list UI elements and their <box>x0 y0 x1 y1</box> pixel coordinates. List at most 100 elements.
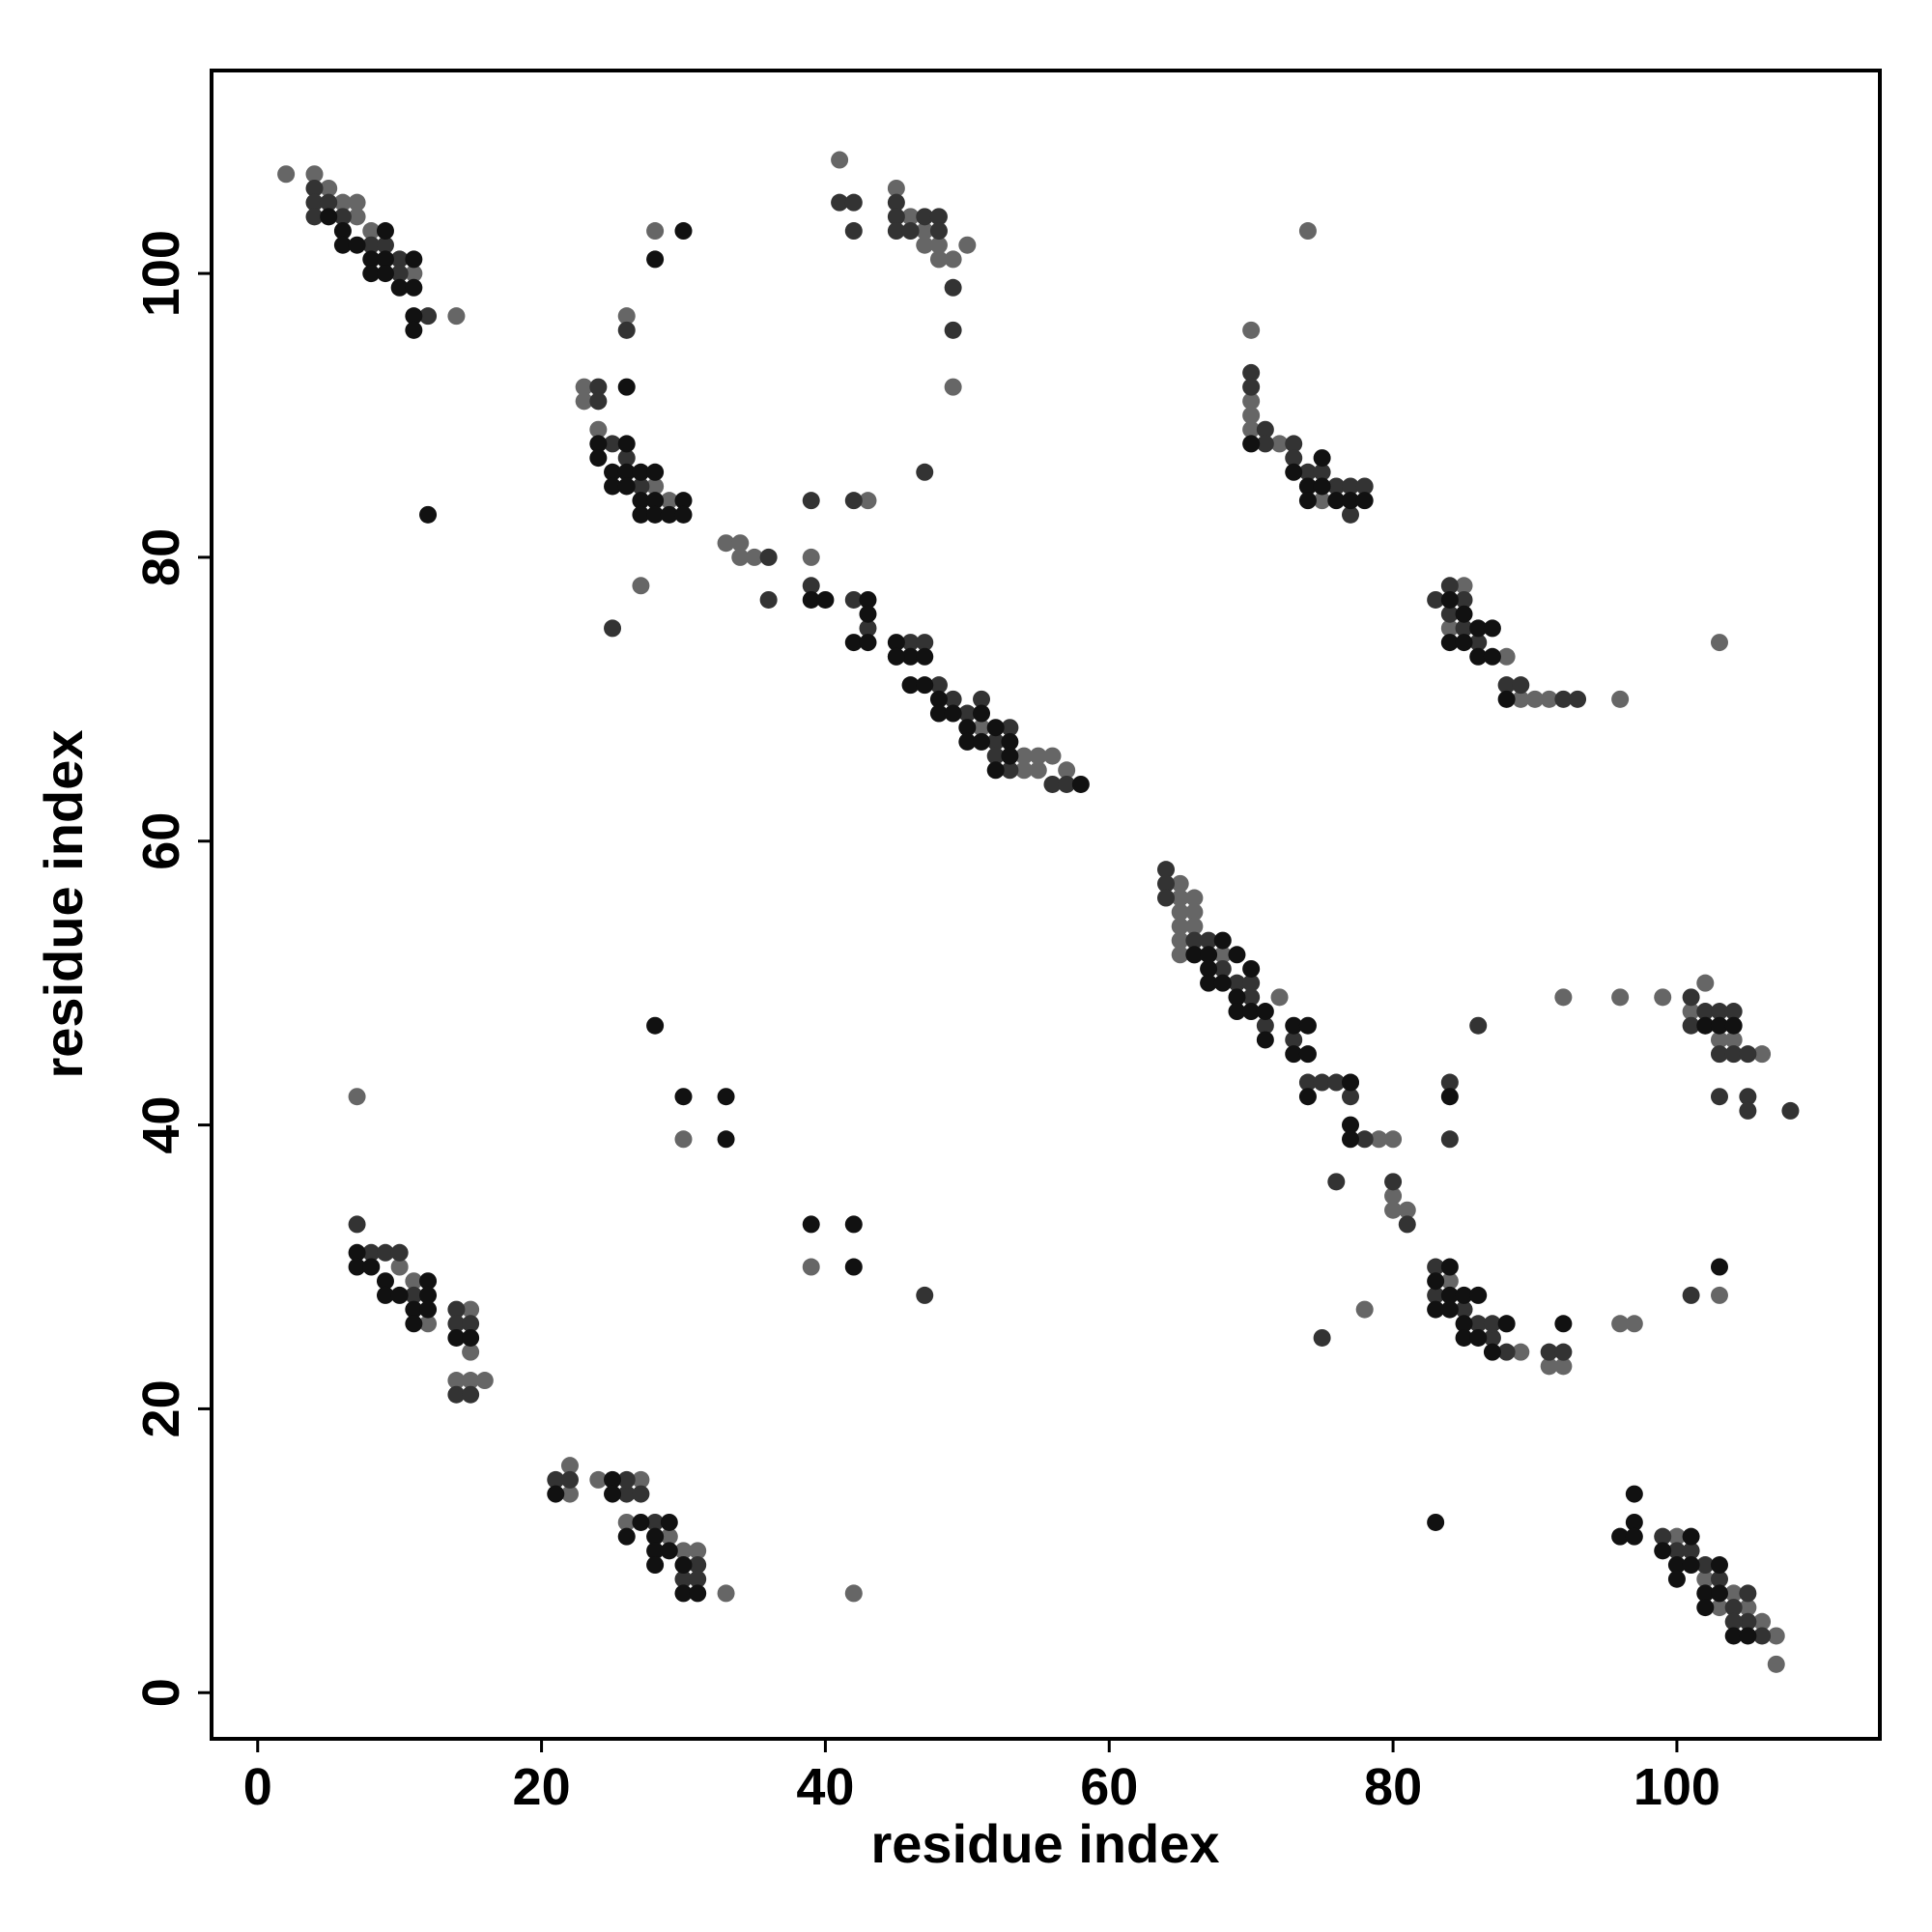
point <box>305 165 324 184</box>
point <box>1342 492 1360 510</box>
point <box>1313 1328 1331 1347</box>
point <box>1512 1343 1530 1361</box>
point <box>305 208 324 226</box>
point <box>632 1485 650 1503</box>
y-axis-label: residue index <box>33 729 94 1078</box>
point <box>901 676 920 695</box>
point <box>1242 959 1261 978</box>
point <box>376 250 394 269</box>
point <box>348 1088 366 1106</box>
point <box>1242 988 1261 1007</box>
point <box>844 1215 863 1234</box>
point <box>1242 1003 1261 1021</box>
point <box>1342 477 1360 496</box>
point <box>1682 1016 1700 1035</box>
point <box>1298 477 1317 496</box>
point <box>419 307 438 326</box>
point <box>1228 946 1246 964</box>
point <box>560 1457 579 1475</box>
x-tick-label: 100 <box>1634 1758 1720 1816</box>
point <box>1285 449 1303 468</box>
point <box>973 704 991 723</box>
point <box>916 676 934 695</box>
point <box>689 1584 707 1603</box>
point <box>844 222 863 241</box>
point <box>405 1286 423 1304</box>
point <box>660 1513 678 1531</box>
point <box>1440 634 1459 652</box>
point <box>1739 1088 1757 1106</box>
point <box>802 1258 820 1276</box>
point <box>1696 1584 1715 1603</box>
point <box>1753 1612 1772 1631</box>
point <box>1710 634 1728 652</box>
y-tick-label: 100 <box>132 230 190 317</box>
point <box>802 590 820 609</box>
point <box>1001 732 1019 751</box>
point <box>1440 577 1459 595</box>
point <box>986 761 1005 780</box>
point <box>1071 775 1090 793</box>
point <box>1440 1258 1459 1276</box>
point <box>1512 690 1530 708</box>
point <box>1342 1088 1360 1106</box>
point <box>1313 463 1331 481</box>
point <box>1313 449 1331 468</box>
point <box>1739 1627 1757 1645</box>
point <box>1654 988 1672 1007</box>
point <box>1171 931 1189 950</box>
point <box>617 1527 636 1546</box>
point <box>1710 1570 1728 1588</box>
point <box>1625 1513 1643 1531</box>
point <box>1029 747 1047 765</box>
point <box>944 690 962 708</box>
point <box>916 208 934 226</box>
point <box>929 208 948 226</box>
point <box>859 605 877 623</box>
point <box>1015 747 1034 765</box>
point <box>973 719 991 737</box>
point <box>831 151 849 169</box>
point <box>674 1556 693 1575</box>
point <box>1029 761 1047 780</box>
point <box>1313 1073 1331 1092</box>
point <box>745 548 763 566</box>
point <box>929 690 948 708</box>
point <box>447 1315 466 1333</box>
point <box>1185 931 1204 950</box>
point <box>1682 1556 1700 1575</box>
point <box>731 548 750 566</box>
point <box>1355 1300 1374 1319</box>
point <box>958 732 977 751</box>
point <box>929 676 948 695</box>
point <box>689 1542 707 1560</box>
point <box>1682 1542 1700 1560</box>
point <box>617 1513 636 1531</box>
point <box>1554 988 1573 1007</box>
point <box>646 250 665 269</box>
point <box>1157 889 1176 907</box>
point <box>362 265 381 283</box>
point <box>1554 1357 1573 1376</box>
point <box>717 1088 735 1106</box>
point <box>1185 903 1204 922</box>
point <box>674 505 693 524</box>
point <box>859 492 877 510</box>
point <box>1157 874 1176 893</box>
point <box>1370 1130 1388 1149</box>
point <box>944 278 962 297</box>
point <box>717 534 735 553</box>
point <box>1654 1527 1672 1546</box>
point <box>390 265 409 283</box>
point <box>1228 974 1246 992</box>
point <box>405 250 423 269</box>
point <box>362 1258 381 1276</box>
point <box>376 265 394 283</box>
point <box>1384 1173 1403 1191</box>
point <box>1710 1003 1728 1021</box>
point <box>674 1542 693 1560</box>
point <box>575 378 593 396</box>
point <box>986 719 1005 737</box>
point <box>1696 974 1715 992</box>
point <box>1355 1130 1374 1149</box>
